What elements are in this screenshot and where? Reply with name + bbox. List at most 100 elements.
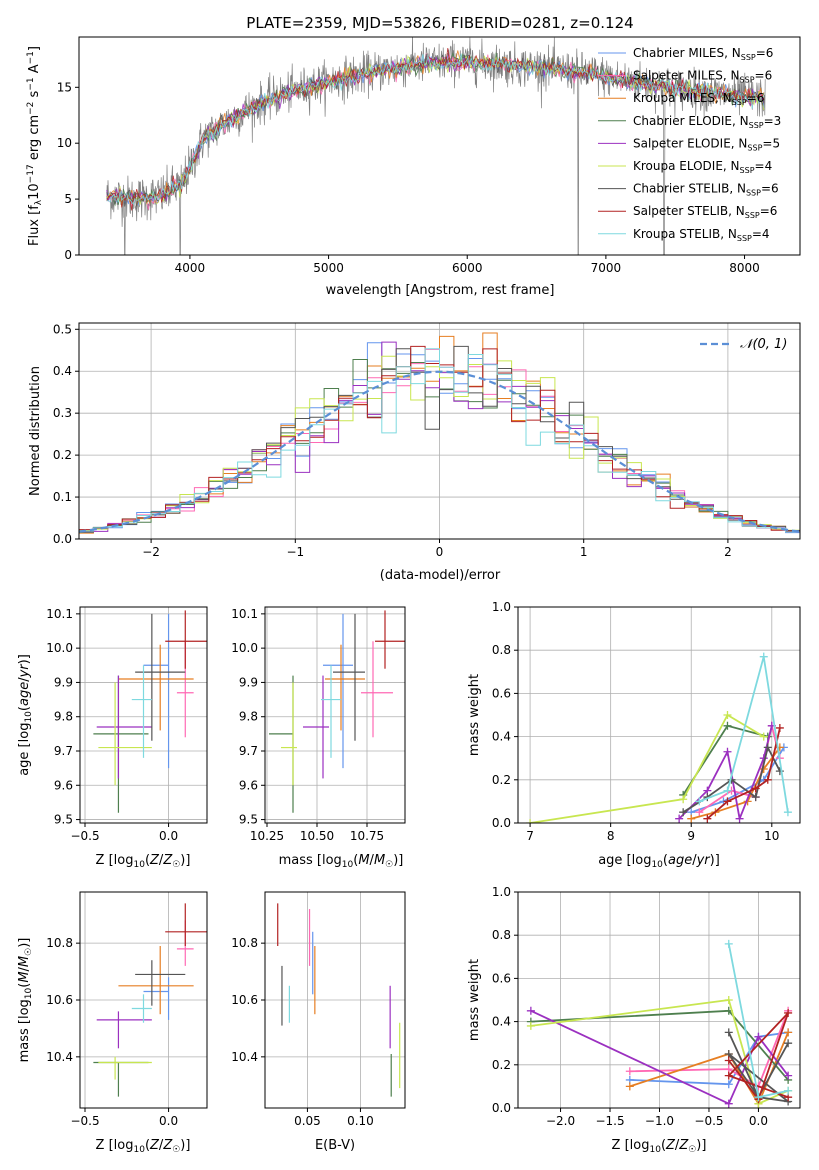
ebv-panel: 0.05 0.10 10.4 10.6 10.8 E(B-V)	[231, 891, 406, 1153]
x-tick-label: −0.5	[694, 1114, 723, 1128]
weight-point-marker	[526, 1006, 535, 1015]
x-tick-label: 9	[687, 829, 695, 843]
weight-point-marker	[754, 1032, 763, 1041]
x-tick-label: −2	[142, 545, 160, 559]
ebv-xlabel: E(B-V)	[315, 1138, 355, 1153]
y-tick-label: 0.2	[53, 448, 72, 462]
weight-point-marker	[751, 784, 760, 793]
y-tick-label: 0.0	[492, 816, 511, 830]
y-tick-label: 0.5	[53, 322, 72, 336]
weight-vs-Z-xlabel: Z [log10(Z/Z☉)]	[612, 1138, 707, 1155]
x-tick-label: −1.0	[645, 1114, 674, 1128]
weight-vs-Z-plot-area	[518, 892, 800, 1108]
spectrum-plot-area	[106, 37, 766, 255]
weight-vs-age-frame	[517, 606, 801, 824]
weight-point-marker	[625, 1067, 634, 1076]
legend-entry-label: Kroupa STELIB, NSSP=4	[633, 227, 770, 243]
y-tick-label: 10.8	[231, 936, 258, 950]
legend-entry-label: Chabrier MILES, NSSP=6	[633, 46, 773, 62]
y-tick-label: 0.8	[492, 928, 511, 942]
x-tick-label: 0.05	[294, 1114, 321, 1128]
x-tick-label: 10.25	[250, 829, 284, 843]
spectrum-ylabel: Flux [fλ10−17 erg cm−2 s−1 A−1]	[26, 46, 44, 246]
y-tick-label: 15	[57, 80, 72, 94]
x-tick-label: 1	[580, 545, 588, 559]
y-tick-label: 10.0	[231, 641, 258, 655]
x-tick-label: 2	[724, 545, 732, 559]
weight-point-marker	[775, 767, 784, 776]
y-tick-label: 10	[57, 136, 72, 150]
model-spectrum-line	[106, 53, 764, 205]
figure-title: PLATE=2359, MJD=53826, FIBERID=0281, z=0…	[246, 14, 633, 32]
y-tick-label: 0.0	[53, 532, 72, 546]
spectrum-xlabel: wavelength [Angstrom, rest frame]	[326, 283, 555, 298]
legend-entry-label: Chabrier STELIB, NSSP=6	[633, 182, 779, 198]
legend-entry-label: Kroupa MILES, NSSP=6	[633, 91, 764, 107]
weight-point-marker	[763, 743, 772, 752]
weight-point-marker	[784, 1008, 793, 1017]
weight-point-marker	[723, 786, 732, 795]
weight-point-marker	[724, 1099, 733, 1108]
weight-series-line	[530, 999, 789, 1105]
y-tick-label: 0.0	[492, 1101, 511, 1115]
weight-point-marker	[759, 652, 768, 661]
model-spectrum-line	[106, 54, 765, 209]
y-tick-label: 0.6	[492, 971, 511, 985]
y-tick-label: 1.0	[492, 885, 511, 899]
x-tick-label: 8000	[729, 261, 760, 275]
x-tick-label: 0.10	[347, 1114, 374, 1128]
weight-point-marker	[775, 723, 784, 732]
weight-point-marker	[703, 814, 712, 823]
weight-vs-age-ylabel: mass weight	[467, 674, 482, 756]
y-tick-label: 0.2	[492, 1058, 511, 1072]
weight-point-marker	[763, 775, 772, 784]
age-vs-Z-plot-area	[80, 607, 207, 823]
age-vs-mass-panel: 10.25 10.50 10.75 9.5 9.6 9.7 9.8 9.9 10.0 10.1 m…	[231, 606, 406, 870]
y-tick-label: 9.8	[239, 710, 258, 724]
weight-point-marker	[679, 795, 688, 804]
histogram-step-line	[79, 348, 800, 533]
weight-point-marker	[724, 1071, 733, 1080]
age-vs-Z-frame	[79, 606, 208, 824]
weight-point-marker	[723, 747, 732, 756]
age-vs-Z-panel: −0.5 0.0 9.5 9.6 9.7 9.8 9.9 10.0 10.1 Z [log10(…	[17, 606, 208, 870]
weight-vs-Z-ticks: −2.0 −1.5 −1.0 −0.5 0.0 0.0 0.2 0.4 0.6 0.8 1.0	[492, 885, 768, 1128]
age-vs-Z-ticks: −0.5 0.0 9.5 9.6 9.7 9.8 9.9 10.0 10.1	[46, 607, 178, 843]
y-tick-label: 9.8	[54, 710, 73, 724]
weight-point-marker	[723, 721, 732, 730]
x-tick-label: −2.0	[546, 1114, 575, 1128]
age-vs-mass-frame	[264, 606, 406, 824]
y-tick-label: 10.8	[46, 936, 73, 950]
weight-point-marker	[526, 819, 535, 823]
weight-vs-Z-panel: −2.0 −1.5 −1.0 −0.5 0.0 0.0 0.2 0.4 0.6 0.8 1.0 Z …	[467, 885, 801, 1155]
age-vs-Z-xlabel: Z [log10(Z/Z☉)]	[96, 853, 191, 870]
weight-series-line	[698, 656, 789, 813]
residual-ticks: −2 −1 0 1 2 0.0 0.1 0.2 0.3 0.4 0.5	[53, 322, 732, 559]
weight-point-marker	[784, 1071, 793, 1080]
weight-point-marker	[784, 1086, 793, 1095]
x-tick-label: −0.5	[70, 1114, 99, 1128]
weight-point-marker	[679, 808, 688, 817]
x-tick-label: 10	[764, 829, 779, 843]
spectrum-ticks: 4000 5000 6000 7000 8000 0 5 10 15	[57, 80, 760, 275]
weight-point-marker	[783, 808, 792, 817]
weight-point-marker	[784, 1028, 793, 1037]
residual-legend: 𝒩(0, 1)	[700, 337, 787, 352]
y-tick-label: 1.0	[492, 600, 511, 614]
age-vs-mass-ticks: 10.25 10.50 10.75 9.5 9.6 9.7 9.8 9.9 10.0 10.1	[231, 607, 384, 843]
weight-vs-age-xlabel: age [log10(age/yr)]	[598, 853, 720, 870]
weight-point-marker	[724, 1028, 733, 1037]
weight-point-marker	[695, 797, 704, 806]
legend-entry-label: Chabrier ELODIE, NSSP=3	[633, 114, 781, 130]
weight-point-marker	[724, 1056, 733, 1065]
y-tick-label: 0.4	[53, 364, 72, 378]
mass-vs-Z-xlabel: Z [log10(Z/Z☉)]	[96, 1138, 191, 1155]
x-tick-label: 7000	[591, 261, 622, 275]
y-tick-label: 10.1	[231, 607, 258, 621]
y-tick-label: 9.9	[54, 675, 73, 689]
x-tick-label: 5000	[313, 261, 344, 275]
x-tick-label: 4000	[175, 261, 206, 275]
weight-point-marker	[695, 808, 704, 817]
ebv-plot-area	[265, 892, 405, 1108]
